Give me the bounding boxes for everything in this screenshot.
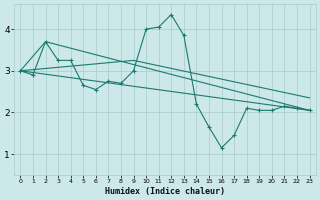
X-axis label: Humidex (Indice chaleur): Humidex (Indice chaleur) [105,187,225,196]
